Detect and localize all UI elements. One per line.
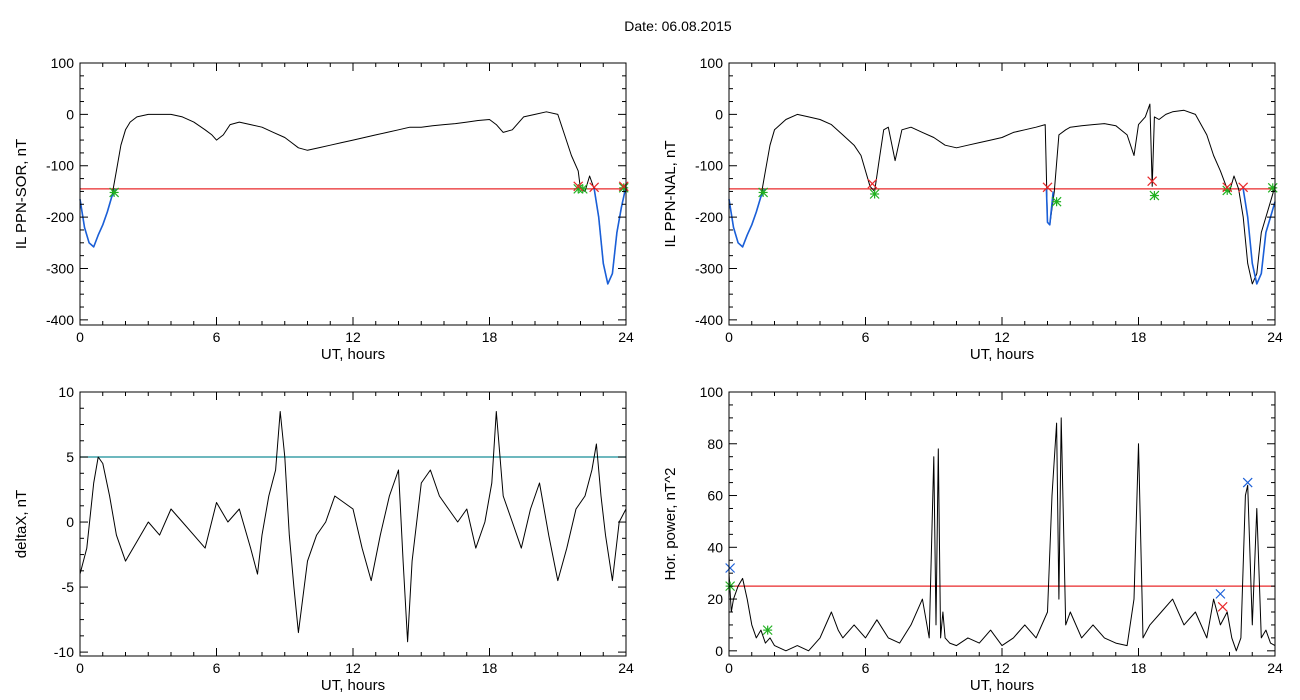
series-line-blue-3 [1242, 188, 1276, 285]
figure-date-title: Date: 06.08.2015 [624, 18, 732, 34]
chart-panel-power: 0 6 12 18 24 100 80 60 40 20 0 UT, hours Hor. power,… [662, 384, 1283, 694]
marker-green-2 [577, 183, 588, 194]
marker-green-2 [1051, 196, 1062, 207]
series-line-blue-2 [593, 186, 627, 285]
y-tick-label: 0 [715, 643, 723, 659]
y-tick-label: 80 [707, 436, 723, 452]
y-tick-label: 100 [51, 55, 75, 71]
y-tick-label: -400 [46, 312, 74, 328]
x-tick-label: 18 [482, 329, 498, 345]
x-axis-label: UT, hours [321, 346, 385, 363]
y-tick-label: 0 [66, 106, 74, 122]
marker-red-3 [1217, 601, 1228, 612]
marker-green-3 [618, 182, 629, 193]
y-tick-label: 100 [700, 384, 724, 400]
plot-frame [79, 391, 627, 657]
chart-panel-deltax: 0 6 12 18 24 10 5 0 -5 -10 UT, hours deltaX, nT [13, 384, 634, 694]
chart-panel-nal: 0 6 12 18 24 100 0 -100 -200 -300 -400 UT, hours IL … [662, 55, 1283, 363]
y-tick-label: -10 [54, 644, 74, 660]
y-tick-label: 0 [66, 514, 74, 530]
plot-frame [728, 62, 1276, 326]
marker-blue-2 [1242, 477, 1253, 488]
x-axis-label: UT, hours [970, 346, 1034, 363]
series-line-blue-1 [728, 188, 767, 248]
x-tick-label: 0 [725, 329, 733, 345]
x-axis-label: UT, hours [321, 677, 385, 694]
y-tick-label: -300 [695, 260, 723, 276]
y-tick-label: 0 [715, 106, 723, 122]
marker-red-6 [867, 178, 878, 189]
y-tick-label: 5 [66, 449, 74, 465]
y-tick-label: -100 [46, 158, 74, 174]
y-tick-label: -400 [695, 312, 723, 328]
marker-blue-0 [725, 563, 736, 573]
plot-frame [79, 62, 627, 326]
x-tick-label: 24 [1267, 329, 1283, 345]
y-tick-label: 60 [707, 488, 723, 504]
y-tick-label: 20 [707, 591, 723, 607]
x-tick-label: 0 [76, 329, 84, 345]
y-tick-label: 10 [58, 384, 74, 400]
marker-red-8 [1147, 176, 1158, 187]
y-tick-label: -200 [46, 209, 74, 225]
series-line-blue-1 [79, 188, 118, 248]
x-tick-label: 18 [482, 660, 498, 676]
series-line-black-0 [79, 411, 627, 643]
marker-green-1 [869, 189, 880, 199]
marker-green-0 [109, 187, 120, 198]
x-tick-label: 12 [345, 660, 361, 676]
marker-red-4 [573, 181, 584, 192]
marker-red-9 [1222, 182, 1233, 193]
x-tick-label: 24 [618, 660, 634, 676]
x-tick-label: 12 [994, 660, 1010, 676]
marker-green-4 [762, 625, 773, 636]
marker-red-6 [618, 181, 629, 192]
y-tick-label: -300 [46, 260, 74, 276]
x-tick-label: 24 [618, 329, 634, 345]
y-tick-label: -100 [695, 158, 723, 174]
marker-red-7 [1042, 182, 1053, 193]
marker-red-5 [589, 182, 600, 193]
x-tick-label: 6 [862, 329, 870, 345]
plot-frame [728, 391, 1276, 657]
x-tick-label: 6 [213, 660, 221, 676]
x-tick-label: 18 [1131, 329, 1147, 345]
x-tick-label: 12 [994, 329, 1010, 345]
y-axis-label: deltaX, nT [13, 490, 30, 558]
series-line-black-0 [728, 417, 1276, 652]
x-tick-label: 18 [1131, 660, 1147, 676]
series-line-black-0 [728, 103, 1276, 285]
x-axis-label: UT, hours [970, 677, 1034, 694]
y-tick-label: 40 [707, 539, 723, 555]
marker-green-3 [1149, 190, 1160, 201]
series-line-black-0 [79, 111, 627, 285]
x-tick-label: 24 [1267, 660, 1283, 676]
x-tick-label: 12 [345, 329, 361, 345]
y-axis-label: IL PPN-SOR, nT [13, 139, 30, 249]
y-axis-label: Hor. power, nT^2 [662, 468, 679, 581]
marker-green-0 [758, 187, 769, 198]
marker-green-5 [1267, 182, 1278, 193]
x-tick-label: 6 [213, 329, 221, 345]
x-tick-label: 0 [725, 660, 733, 676]
x-tick-label: 0 [76, 660, 84, 676]
marker-blue-1 [1215, 588, 1226, 599]
marker-red-10 [1238, 182, 1249, 193]
y-axis-label: IL PPN-NAL, nT [662, 141, 679, 248]
x-tick-label: 6 [862, 660, 870, 676]
chart-panel-sor: 0 6 12 18 24 100 0 -100 -200 -300 -400 UT, hours IL … [13, 55, 634, 363]
y-tick-label: -5 [62, 579, 75, 595]
y-tick-label: -200 [695, 209, 723, 225]
y-tick-label: 100 [700, 55, 724, 71]
series-line-blue-2 [1045, 188, 1054, 226]
